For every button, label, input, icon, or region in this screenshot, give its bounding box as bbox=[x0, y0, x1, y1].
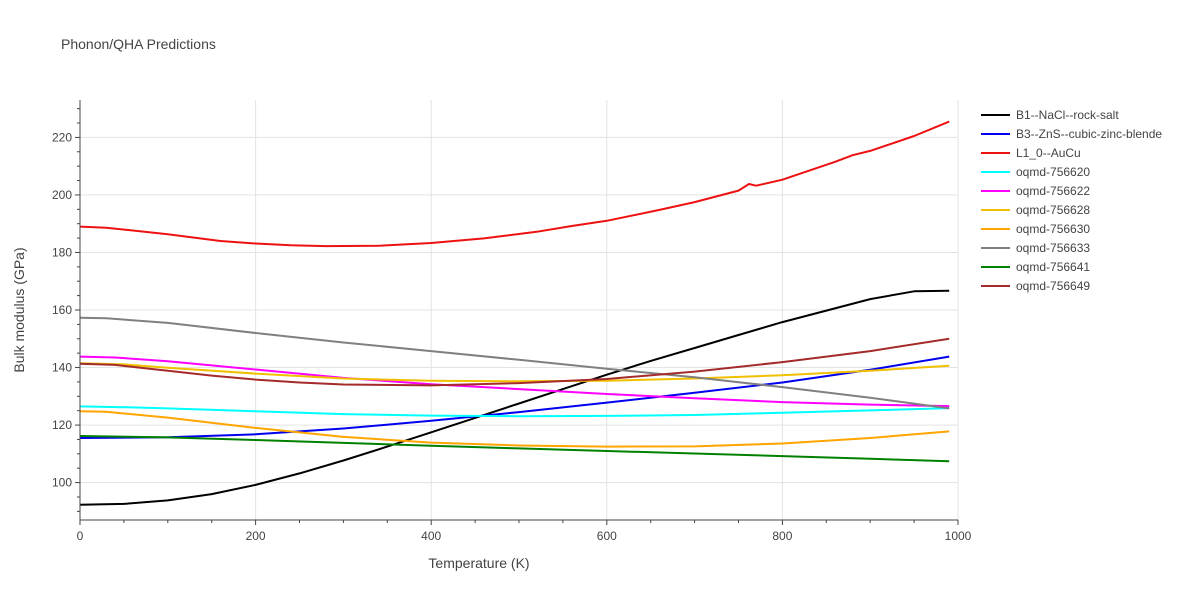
legend-item[interactable]: oqmd-756620 bbox=[981, 165, 1090, 179]
legend-label: oqmd-756628 bbox=[1016, 203, 1090, 217]
y-tick-label: 140 bbox=[52, 361, 72, 375]
y-tick-labels: 100 120 140 160 180 200 220 bbox=[52, 130, 72, 489]
series-line-oqmd-756641 bbox=[79, 435, 950, 463]
y-axis-title: Bulk modulus (GPa) bbox=[11, 247, 27, 372]
x-tick-label: 400 bbox=[421, 529, 441, 543]
series-line-L1_0--AuCu bbox=[79, 120, 950, 248]
series-layer bbox=[79, 120, 950, 506]
legend[interactable]: B1--NaCl--rock-salt B3--ZnS--cubic-zinc-b… bbox=[981, 108, 1162, 293]
legend-item[interactable]: oqmd-756633 bbox=[981, 241, 1090, 255]
x-tick-label: 1000 bbox=[945, 529, 972, 543]
legend-item[interactable]: oqmd-756641 bbox=[981, 260, 1090, 274]
series-line-B3--ZnS--cubic-zinc-blende bbox=[79, 355, 950, 439]
x-tick-label: 800 bbox=[772, 529, 792, 543]
y-tick-label: 200 bbox=[52, 188, 72, 202]
legend-label: oqmd-756641 bbox=[1016, 260, 1090, 274]
axes bbox=[75, 100, 959, 525]
legend-label: oqmd-756622 bbox=[1016, 184, 1090, 198]
y-tick-label: 180 bbox=[52, 245, 72, 259]
y-tick-label: 160 bbox=[52, 303, 72, 317]
legend-item[interactable]: oqmd-756622 bbox=[981, 184, 1090, 198]
series-line-oqmd-756622 bbox=[79, 355, 950, 408]
x-tick-label: 200 bbox=[246, 529, 266, 543]
x-tick-label: 0 bbox=[77, 529, 84, 543]
grid-lines bbox=[80, 100, 959, 520]
y-tick-label: 100 bbox=[52, 476, 72, 490]
legend-item[interactable]: L1_0--AuCu bbox=[981, 146, 1081, 160]
legend-item[interactable]: oqmd-756628 bbox=[981, 203, 1090, 217]
legend-label: L1_0--AuCu bbox=[1016, 146, 1081, 160]
chart-title: Phonon/QHA Predictions bbox=[61, 36, 216, 52]
x-tick-labels: 0 200 400 600 800 1000 bbox=[77, 529, 972, 543]
series-line-oqmd-756628 bbox=[79, 362, 950, 383]
y-tick-label: 120 bbox=[52, 418, 72, 432]
legend-label: oqmd-756620 bbox=[1016, 165, 1090, 179]
legend-item[interactable]: B3--ZnS--cubic-zinc-blende bbox=[981, 127, 1162, 141]
x-axis-title: Temperature (K) bbox=[428, 555, 529, 571]
legend-label: B3--ZnS--cubic-zinc-blende bbox=[1016, 127, 1162, 141]
legend-item[interactable]: B1--NaCl--rock-salt bbox=[981, 108, 1119, 122]
series-line-oqmd-756630 bbox=[79, 410, 950, 448]
y-tick-label: 220 bbox=[52, 130, 72, 144]
legend-item[interactable]: oqmd-756630 bbox=[981, 222, 1090, 236]
series-line-oqmd-756620 bbox=[79, 405, 950, 418]
series-line-oqmd-756633 bbox=[79, 316, 950, 410]
legend-item[interactable]: oqmd-756649 bbox=[981, 279, 1090, 293]
x-tick-label: 600 bbox=[597, 529, 617, 543]
series-line-oqmd-756649 bbox=[79, 337, 950, 387]
legend-label: oqmd-756633 bbox=[1016, 241, 1090, 255]
legend-label: B1--NaCl--rock-salt bbox=[1016, 108, 1119, 122]
series-line-B1--NaCl--rock-salt bbox=[79, 289, 950, 506]
legend-label: oqmd-756630 bbox=[1016, 222, 1090, 236]
legend-label: oqmd-756649 bbox=[1016, 279, 1090, 293]
